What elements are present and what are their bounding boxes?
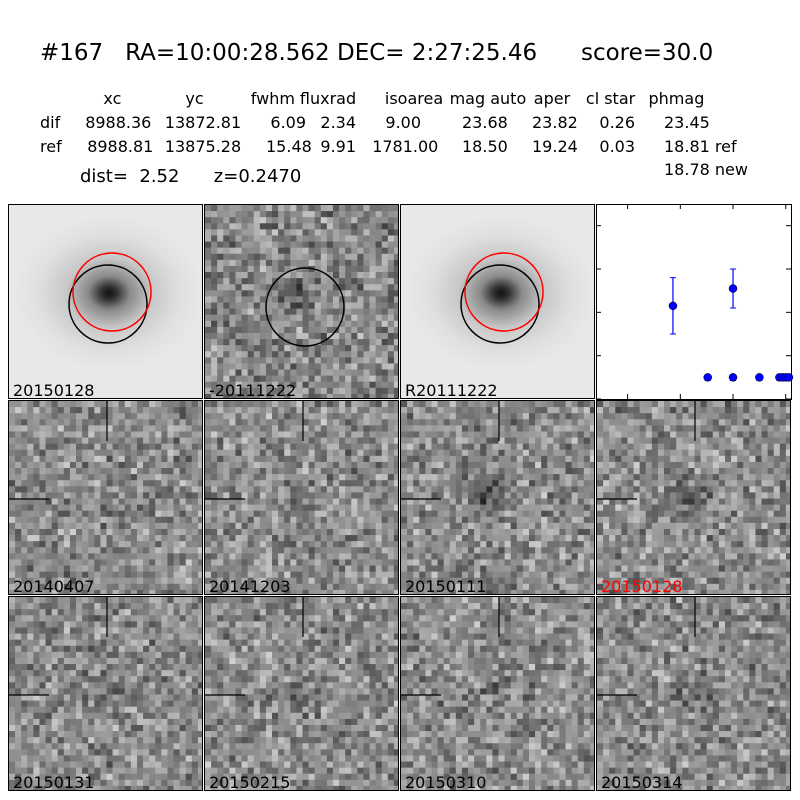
data-point xyxy=(728,373,738,382)
stat-value: 6.09 xyxy=(270,113,307,132)
stat-value: 0.03 xyxy=(599,137,636,156)
column-header: phmag xyxy=(648,89,705,108)
stat-value: 23.45 xyxy=(664,113,710,132)
cutout-panel: R20111222 xyxy=(400,204,595,399)
cutout-panel: -20111222 xyxy=(204,204,399,399)
panel-date-label: 20141203 xyxy=(209,577,291,595)
black-aperture-circle xyxy=(460,264,540,344)
stat-value: 23.82 xyxy=(532,113,578,132)
black-aperture-circle xyxy=(265,267,345,347)
stat-value: 18.81 ref xyxy=(664,137,737,156)
panel-date-label: R20111222 xyxy=(405,381,498,399)
panel-date-label: 20150314 xyxy=(601,773,683,791)
panel-date-label: 20150128 xyxy=(601,577,683,595)
panel-date-label: 20150131 xyxy=(13,773,95,791)
data-point xyxy=(703,373,712,382)
data-point xyxy=(728,284,738,293)
stat-value: 13872.81 xyxy=(164,113,242,132)
panel-date-label: 20140407 xyxy=(13,577,95,595)
cutout-panel: 20150128 xyxy=(596,400,791,595)
cutout-panel: 20150111 xyxy=(400,400,595,595)
panel-date-label: 20150128 xyxy=(13,381,95,399)
cutout-panel: 20150310 xyxy=(400,596,595,791)
data-point xyxy=(755,373,764,382)
candidate-title: #167 RA=10:00:28.562 DEC= 2:27:25.46 sco… xyxy=(40,40,714,66)
cutout-panel: 20150314 xyxy=(596,596,791,791)
stat-value: 0.26 xyxy=(599,113,636,132)
column-header: isoarea xyxy=(384,89,444,108)
black-aperture-circle xyxy=(68,264,148,344)
stat-value: 9.91 xyxy=(320,137,357,156)
plot-frame xyxy=(596,204,792,400)
stat-value: 8988.36 xyxy=(85,113,152,132)
column-header: xc xyxy=(103,89,122,108)
extra-phmag: 18.78 new xyxy=(664,160,748,179)
cutout-panel: 20150215 xyxy=(204,596,399,791)
row-label: dif xyxy=(40,113,61,132)
stat-value: 2.34 xyxy=(320,113,357,132)
cutout-panel: 20150131 xyxy=(8,596,203,791)
light-curve-chart: 2223242526−100−50050 xyxy=(596,204,794,400)
data-point xyxy=(668,301,678,311)
row-label: ref xyxy=(40,137,62,156)
cutout-panel: 20150128 xyxy=(8,204,203,399)
column-header: fluxrad xyxy=(299,89,357,108)
panel-date-label: -20111222 xyxy=(209,381,297,399)
column-header: fwhm xyxy=(250,89,295,108)
red-aperture-circle xyxy=(72,252,152,332)
panel-date-label: 20150111 xyxy=(405,577,487,595)
cutout-panel: 20141203 xyxy=(204,400,399,595)
cutout-panel: 20140407 xyxy=(8,400,203,595)
column-header: yc xyxy=(185,89,204,108)
stat-value: 15.48 xyxy=(266,137,312,156)
column-header: cl star xyxy=(585,89,636,108)
stat-value: 23.68 xyxy=(462,113,508,132)
column-header: mag auto xyxy=(449,89,527,108)
data-point xyxy=(784,373,794,382)
panel-date-label: 20150215 xyxy=(209,773,291,791)
stat-value: 18.50 xyxy=(462,137,508,156)
column-header: aper xyxy=(533,89,571,108)
stat-value: 13875.28 xyxy=(164,137,242,156)
panel-date-label: 20150310 xyxy=(405,773,487,791)
stat-value: 9.00 xyxy=(385,113,422,132)
stat-value: 19.24 xyxy=(532,137,578,156)
red-aperture-circle xyxy=(464,252,544,332)
distance-redshift: dist= 2.52 z=0.2470 xyxy=(80,166,302,187)
stat-value: 1781.00 xyxy=(372,137,439,156)
stat-value: 8988.81 xyxy=(87,137,154,156)
